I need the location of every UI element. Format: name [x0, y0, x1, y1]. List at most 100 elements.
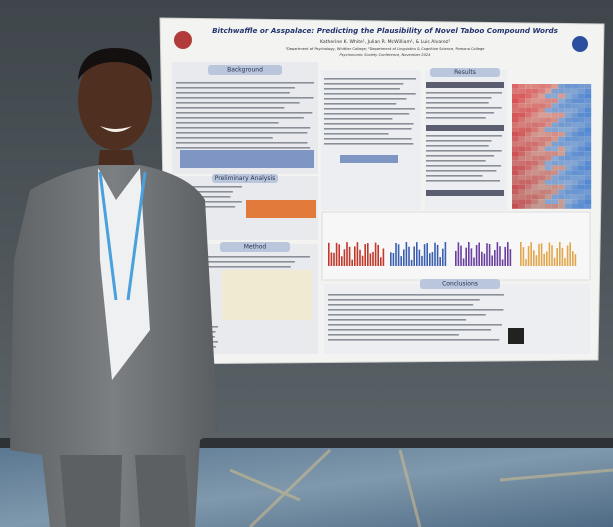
- section-pill: [212, 174, 278, 183]
- heat-cell: [571, 127, 578, 132]
- mini-bar: [328, 242, 330, 266]
- heat-cell: [518, 194, 526, 200]
- heat-cell: [538, 112, 545, 118]
- heat-cell: [518, 156, 526, 161]
- text-line: [200, 256, 310, 258]
- heat-cell: [525, 84, 532, 89]
- section-pill: [208, 65, 282, 75]
- heat-cell: [571, 165, 578, 171]
- heat-cell: [551, 184, 559, 190]
- mini-bar: [494, 250, 496, 266]
- text-line: [324, 83, 404, 85]
- heat-cell: [545, 132, 552, 137]
- text-line: [176, 186, 242, 188]
- heat-cell: [551, 88, 559, 94]
- text-line: [324, 128, 412, 130]
- heat-cell: [512, 98, 519, 104]
- qr-code: [508, 328, 524, 344]
- heat-cell: [545, 165, 552, 171]
- heat-cell: [538, 146, 545, 152]
- heat-cell: [531, 175, 539, 180]
- heat-cell: [578, 184, 585, 190]
- mini-bar: [400, 256, 402, 266]
- mini-bar: [509, 249, 512, 266]
- heat-cell: [538, 93, 545, 99]
- mini-bar: [423, 244, 426, 266]
- heat-cell: [564, 204, 572, 209]
- mini-bar: [335, 242, 338, 266]
- heat-cell: [531, 180, 539, 185]
- heat-cell: [564, 117, 572, 123]
- heat-cell: [551, 122, 559, 128]
- heat-cell: [571, 170, 578, 176]
- heat-cell: [525, 122, 532, 128]
- heat-cell: [558, 117, 565, 123]
- heat-cell: [578, 189, 585, 195]
- poster-conference: Psychonomic Society Conference, November…: [340, 53, 432, 57]
- heat-cell: [531, 93, 539, 99]
- mini-bar: [416, 242, 418, 266]
- heat-cell: [584, 160, 592, 166]
- heat-cell: [584, 194, 592, 200]
- mini-bar: [481, 251, 483, 266]
- mini-bar: [507, 242, 509, 266]
- mini-bar: [436, 244, 439, 266]
- heat-cell: [525, 175, 532, 180]
- mini-bar: [556, 248, 558, 266]
- mini-bar: [434, 242, 436, 266]
- heat-cell: [571, 108, 578, 113]
- text-line: [426, 150, 502, 152]
- heat-cell: [512, 151, 519, 156]
- table-header: [426, 82, 504, 88]
- text-line: [426, 92, 502, 94]
- poster-authors: Katherine K. White¹, Julian R. McWilliam…: [320, 39, 450, 45]
- heat-cell: [571, 98, 578, 104]
- mini-bar: [543, 253, 545, 266]
- heat-cell: [545, 146, 552, 152]
- text-line: [176, 147, 311, 149]
- heat-cell: [584, 170, 592, 176]
- heat-cell: [518, 204, 526, 209]
- mini-bar: [442, 248, 444, 266]
- mini-charts: [328, 242, 577, 266]
- heat-cell: [558, 122, 565, 128]
- heat-cell: [518, 127, 526, 132]
- heat-cell: [584, 108, 592, 113]
- mini-bar: [348, 246, 351, 266]
- text-line: [328, 304, 474, 306]
- heat-cell: [571, 160, 578, 166]
- heatmap: [512, 84, 592, 209]
- text-line: [324, 103, 397, 105]
- heat-cell: [512, 160, 519, 166]
- heat-cell: [578, 93, 585, 99]
- heat-cell: [531, 204, 539, 209]
- heat-cell: [558, 204, 565, 209]
- section-header: Method: [244, 244, 267, 251]
- mini-bar: [460, 245, 462, 266]
- heat-cell: [564, 184, 572, 190]
- heat-cell: [571, 184, 578, 190]
- heat-cell: [531, 199, 539, 204]
- heat-cell: [571, 122, 578, 128]
- heat-cell: [525, 151, 532, 156]
- heat-cell: [512, 175, 519, 180]
- heat-cell: [531, 117, 539, 123]
- heat-cell: [518, 132, 526, 137]
- heat-cell: [512, 84, 519, 89]
- heat-cell: [564, 175, 572, 180]
- text-line: [426, 112, 495, 114]
- mini-bar: [527, 246, 530, 266]
- heat-cell: [584, 156, 592, 161]
- heat-cell: [525, 204, 532, 209]
- heat-cell: [558, 165, 565, 171]
- heat-cell: [512, 88, 519, 94]
- heat-cell: [512, 165, 519, 171]
- heat-cell: [551, 151, 559, 156]
- heat-cell: [584, 103, 592, 108]
- heat-cell: [551, 204, 559, 209]
- heat-cell: [512, 117, 519, 123]
- heat-cell: [578, 136, 585, 142]
- text-line: [426, 117, 486, 119]
- heat-cell: [525, 156, 532, 161]
- heat-cell: [531, 136, 539, 142]
